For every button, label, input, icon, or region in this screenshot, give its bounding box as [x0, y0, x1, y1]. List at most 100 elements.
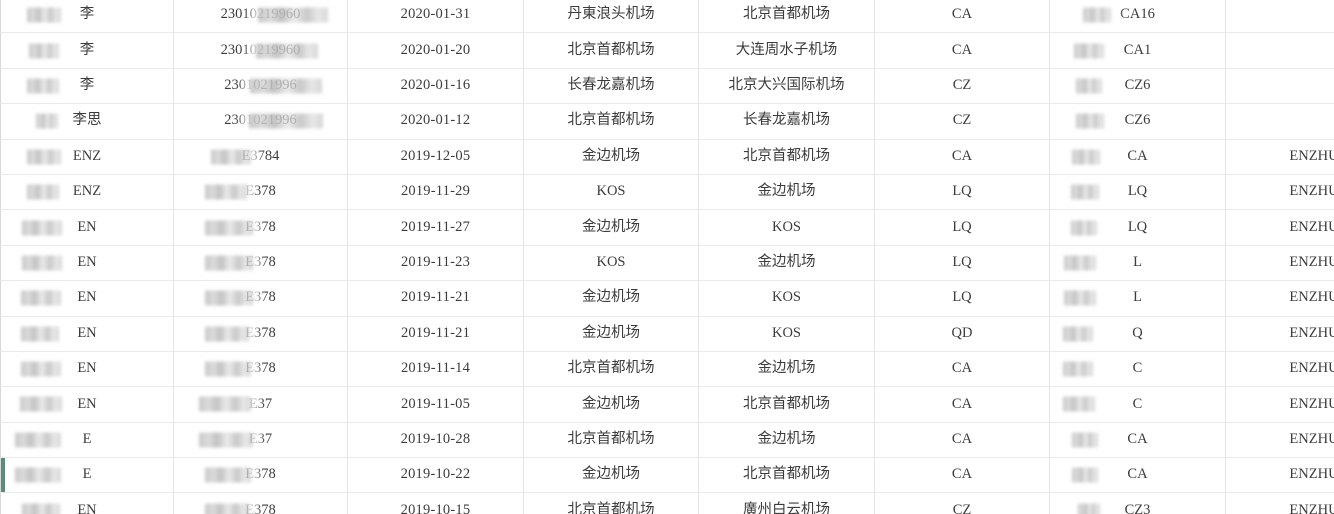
cell-dep: 金边机场 — [523, 386, 699, 423]
table-row[interactable]: E E37 2019-10-28 北京首都机场 金边机场 CA CA ENZHU — [0, 422, 1334, 459]
cell-op: ENZHU — [1225, 280, 1334, 317]
table-row[interactable]: 李 23010219960 2020-01-31 丹東浪头机场 北京首都机场 CA CA16 — [0, 0, 1334, 34]
cell-name: EN — [0, 386, 174, 423]
cell-name: E — [0, 457, 174, 494]
cell-arr: 北京首都机场 — [698, 386, 875, 423]
cell-arr: KOS — [698, 209, 875, 246]
cell-idno: E37 — [173, 386, 348, 423]
cell-flight: C — [1049, 386, 1226, 423]
idno-value: E378 — [245, 218, 276, 235]
cell-airline: CZ — [874, 492, 1050, 514]
cell-idno: E378 — [173, 174, 348, 211]
name-value: EN — [77, 289, 97, 306]
arr-value: KOS — [771, 324, 801, 341]
op-value: ENZHU — [1289, 324, 1334, 341]
cell-idno: E378 — [173, 351, 348, 388]
cell-op — [1225, 68, 1334, 105]
dep-value: 金边机场 — [582, 395, 640, 412]
idno-value: E378 — [245, 324, 276, 341]
date-value: 2019-11-14 — [400, 360, 471, 377]
arr-value: 北京大兴国际机场 — [728, 77, 845, 93]
name-value: E — [82, 466, 92, 483]
date-value: 2020-01-20 — [400, 41, 471, 58]
cell-airline: CA — [874, 0, 1050, 34]
arr-value: 北京首都机场 — [743, 6, 830, 23]
arr-value: 长春龙嘉机场 — [743, 112, 830, 129]
dep-value: 北京首都机场 — [567, 501, 655, 514]
name-value: EN — [77, 501, 97, 514]
name-value: E — [82, 430, 92, 447]
cell-arr: 大连周水子机场 — [698, 32, 875, 69]
redaction-overlay — [22, 503, 60, 514]
redaction-overlay — [1064, 255, 1096, 271]
table-row[interactable]: EN E378 2019-11-21 金边机场 KOS LQ L ENZHU — [0, 280, 1334, 317]
cell-op — [1225, 103, 1334, 140]
dep-value: 金边机场 — [582, 289, 640, 306]
airline-value: LQ — [952, 253, 972, 270]
cell-idno: E378 — [173, 245, 348, 282]
idno-value: E37 — [248, 430, 273, 447]
cell-dep: 北京首都机场 — [523, 32, 699, 69]
cell-date: 2019-10-28 — [347, 422, 524, 459]
cell-flight: CA16 — [1049, 0, 1226, 34]
dep-value: 丹東浪头机场 — [567, 6, 655, 23]
name-value: EN — [77, 395, 97, 412]
date-value: 2019-10-15 — [400, 501, 471, 514]
redaction-overlay — [15, 467, 61, 483]
redaction-overlay — [199, 396, 251, 412]
cell-date: 2019-11-29 — [347, 174, 524, 211]
redaction-overlay — [36, 113, 58, 129]
cell-flight: CZ6 — [1049, 68, 1226, 105]
idno-value: E378 — [245, 360, 276, 377]
cell-arr: 长春龙嘉机场 — [698, 103, 875, 140]
cell-dep: 丹東浪头机场 — [523, 0, 699, 34]
cell-name: EN — [0, 245, 174, 282]
dep-value: 北京首都机场 — [567, 41, 655, 58]
table-row[interactable]: E E378 2019-10-22 金边机场 北京首都机场 CA CA ENZHU — [0, 457, 1334, 494]
table-row[interactable]: 李 23010219960 2020-01-20 北京首都机场 大连周水子机场 CA CA1 — [0, 32, 1334, 69]
airline-value: CA — [951, 147, 973, 164]
table-row[interactable]: EN E378 2019-11-27 金边机场 KOS LQ LQ ENZHU — [0, 209, 1334, 246]
redaction-overlay — [1076, 113, 1104, 129]
cell-arr: 北京首都机场 — [698, 0, 875, 34]
redaction-overlay — [205, 467, 251, 483]
table-row[interactable]: EN E378 2019-10-15 北京首都机场 廣州白云机场 CZ CZ3 ENZHU — [0, 492, 1334, 514]
table-row[interactable]: 李思 2301021996 2020-01-12 北京首都机场 长春龙嘉机场 CZ CZ6 — [0, 103, 1334, 140]
cell-op: ENZHU — [1225, 351, 1334, 388]
table-row[interactable]: 李 2301021996 2020-01-16 长春龙嘉机场 北京大兴国际机场 CZ CZ6 — [0, 68, 1334, 105]
cell-flight: C — [1049, 351, 1226, 388]
idno-value: E378 — [245, 253, 276, 270]
airline-value: CZ — [952, 112, 972, 129]
op-value: ENZHU — [1289, 253, 1334, 270]
cell-flight: CZ3 — [1049, 492, 1226, 514]
airline-value: CA — [951, 395, 973, 412]
table-row[interactable]: ENZ E3784 2019-12-05 金边机场 北京首都机场 CA CA ENZHU — [0, 139, 1334, 175]
redaction-overlay — [1063, 326, 1093, 342]
dep-value: 长春龙嘉机场 — [567, 77, 655, 93]
airline-value: CA — [951, 430, 973, 447]
cell-name: EN — [0, 280, 174, 317]
cell-idno: E378 — [173, 492, 348, 514]
cell-date: 2020-01-20 — [347, 32, 524, 69]
cell-flight: L — [1049, 245, 1226, 282]
cell-arr: 北京大兴国际机场 — [698, 68, 875, 105]
table-row[interactable]: ENZ E378 2019-11-29 KOS 金边机场 LQ LQ ENZHU — [0, 174, 1334, 211]
name-value: 李 — [79, 41, 95, 58]
date-value: 2019-11-21 — [400, 289, 471, 306]
table-row[interactable]: EN E378 2019-11-21 金边机场 KOS QD Q ENZHU — [0, 316, 1334, 352]
table-row[interactable]: EN E378 2019-11-23 KOS 金边机场 LQ L ENZHU — [0, 245, 1334, 282]
table-row[interactable]: EN E378 2019-11-14 北京首都机场 金边机场 CA C ENZHU — [0, 351, 1334, 388]
flight-value: C — [1132, 395, 1143, 412]
cell-idno: E378 — [173, 209, 348, 246]
cell-date: 2019-12-05 — [347, 139, 524, 175]
table-row[interactable]: EN E37 2019-11-05 金边机场 北京首都机场 CA C ENZHU — [0, 386, 1334, 423]
cell-op: ENZHU — [1225, 245, 1334, 282]
arr-value: 廣州白云机场 — [743, 501, 830, 514]
cell-op: ENZHU — [1225, 209, 1334, 246]
flight-value: LQ — [1127, 218, 1148, 235]
date-value: 2020-01-16 — [400, 77, 471, 93]
idno-value: E378 — [245, 466, 276, 483]
cell-airline: LQ — [874, 209, 1050, 246]
cell-dep: KOS — [523, 174, 699, 211]
